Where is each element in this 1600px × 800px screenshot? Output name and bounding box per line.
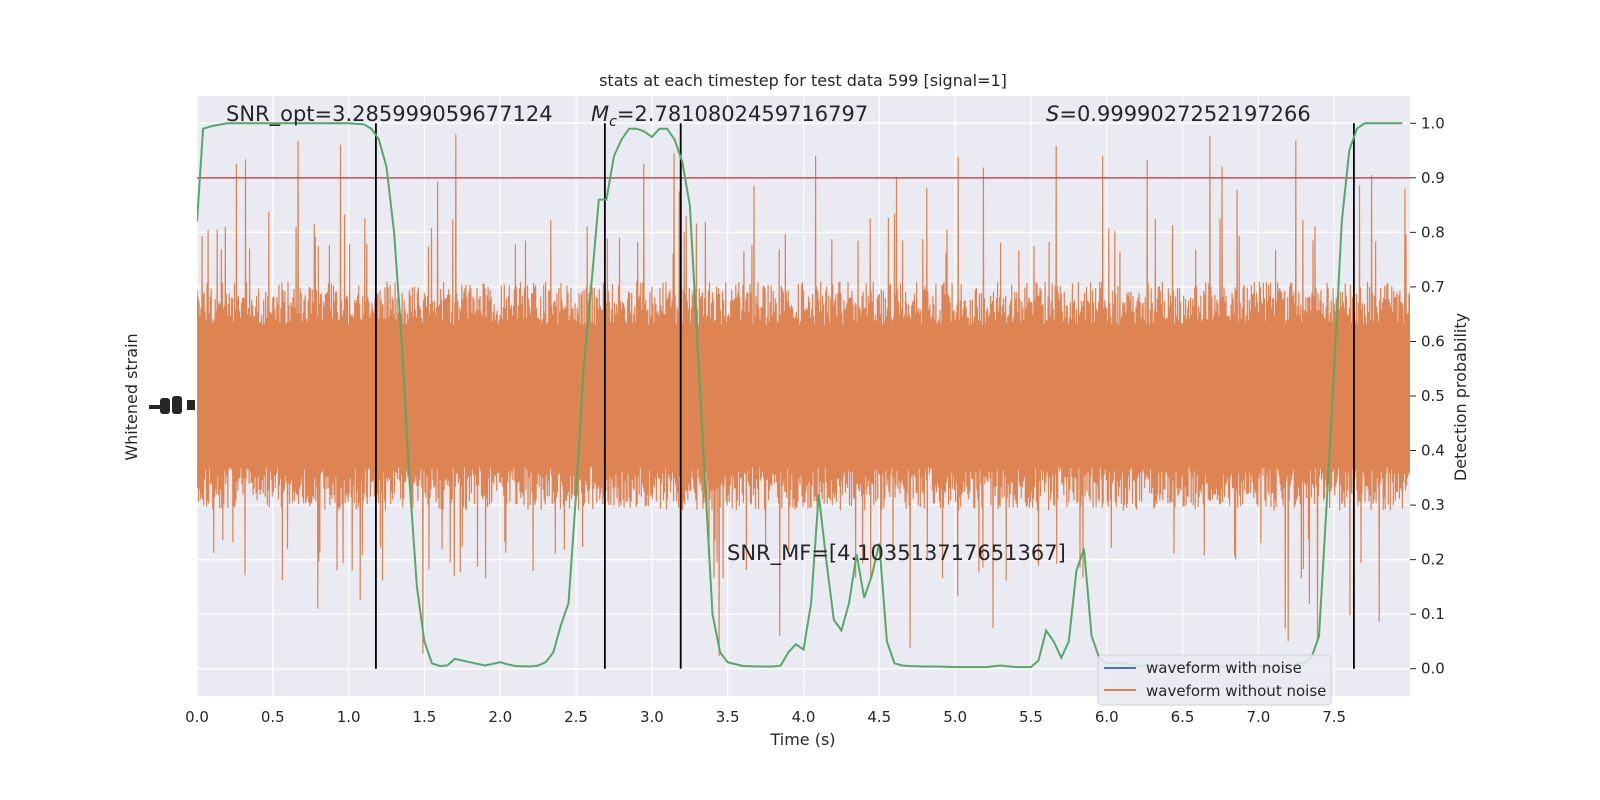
x-tick-label: 1.0 [337,708,361,726]
y-axis-right-label: Detection probability [1451,313,1470,481]
y-tick-label: 0.4 [1421,442,1445,460]
s-annotation: S=0.9999027252197266 [1046,102,1311,126]
left-tick-smudge [149,396,195,414]
legend-box [1097,654,1332,706]
x-tick-label: 4.5 [867,708,891,726]
x-tick-label: 6.0 [1095,708,1119,726]
y-tick-label: 0.6 [1421,332,1445,350]
event-markers [375,123,1355,669]
legend-label-signal: waveform without noise [1146,682,1326,700]
y-tick-label: 0.3 [1421,496,1445,514]
x-tick-label: 6.5 [1171,708,1195,726]
y-tick-label: 0.8 [1421,223,1445,241]
x-tick-label: 0.5 [261,708,285,726]
x-tick-label: 3.0 [640,708,664,726]
chirp-mass-annotation: Mc=2.7810802459716797 [591,102,868,130]
x-tick-label: 2.5 [564,708,588,726]
x-tick-label: 7.5 [1322,708,1346,726]
x-tick-label: 4.0 [792,708,816,726]
x-tick-label: 7.0 [1246,708,1270,726]
x-tick-label: 5.5 [1019,708,1043,726]
x-tick-label: 5.0 [943,708,967,726]
y-axis-left-label: Whitened strain [122,333,141,460]
x-tick-label: 2.0 [488,708,512,726]
x-tick-label: 0.0 [185,708,209,726]
chart-title: stats at each timestep for test data 599… [599,71,1007,90]
x-tick-label: 3.5 [716,708,740,726]
y-tick-label: 0.0 [1421,660,1445,678]
y-tick-label: 0.1 [1421,605,1445,623]
legend: waveform with noise waveform without noi… [1097,654,1332,706]
y-tick-label: 0.2 [1421,551,1445,569]
x-axis-ticks: 0.0 0.5 1.0 1.5 2.0 2.5 3.0 3.5 4.0 4.5 5.0 5.5 6.0 6… [185,708,1346,726]
y-tick-label: 0.7 [1421,278,1445,296]
y-tick-label: 0.9 [1421,169,1445,187]
snr-mf-annotation: SNR_MF=[4.103513717651367] [727,541,1066,566]
y-axis-right-ticks: 0.0 0.1 0.2 0.3 0.4 0.5 0.6 0.7 0.8 0.9 1.0 [1410,114,1445,678]
legend-label-noise: waveform with noise [1146,659,1302,677]
y-tick-label: 0.5 [1421,387,1445,405]
x-tick-label: 1.5 [413,708,437,726]
x-axis-label: Time (s) [769,730,835,749]
snr-opt-annotation: SNR_opt=3.285999059677124 [226,102,553,127]
y-tick-label: 1.0 [1421,114,1445,132]
